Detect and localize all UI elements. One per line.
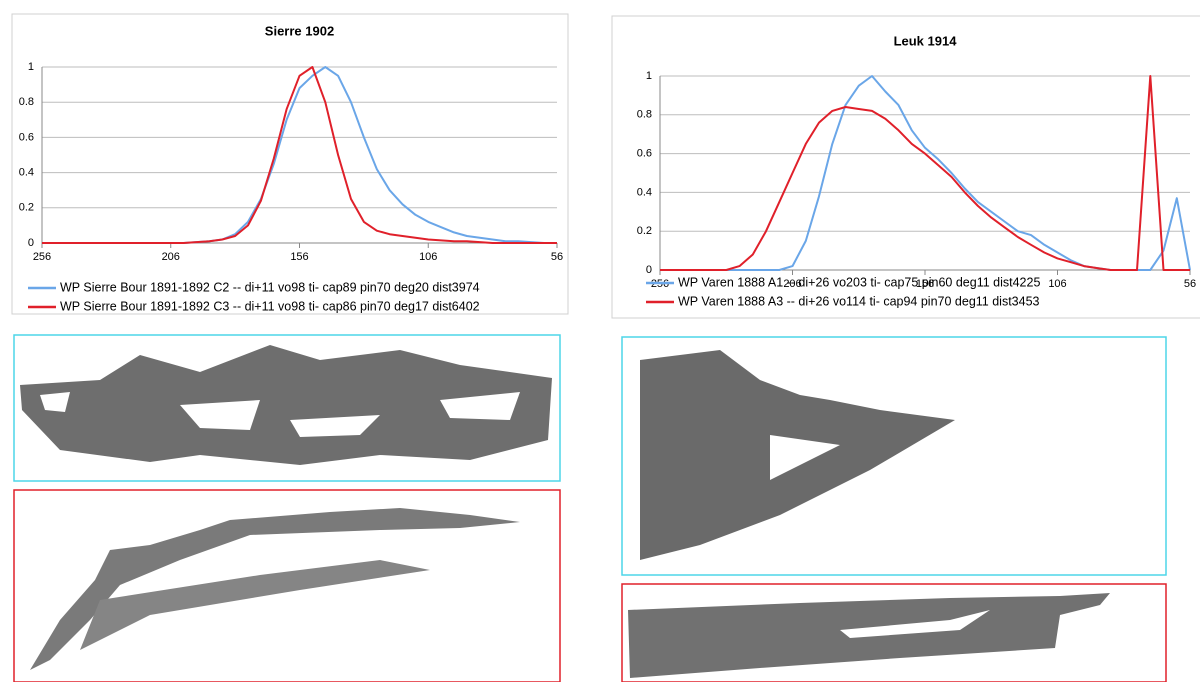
- series-line: [660, 75, 1190, 271]
- x-tick-label: 106: [419, 251, 437, 263]
- legend-label: WP Varen 1888 A1 -- di+26 vo203 ti- cap7…: [678, 275, 1040, 289]
- series-line: [42, 66, 557, 244]
- chart-frame: [611, 15, 1200, 319]
- chart-title: Leuk 1914: [894, 33, 958, 48]
- y-tick-label: 0: [28, 237, 34, 249]
- x-tick-label: 256: [33, 251, 51, 263]
- y-tick-label: 0.8: [19, 96, 34, 108]
- x-tick-label: 56: [1184, 278, 1196, 290]
- sample-image: [621, 336, 1167, 576]
- sample-image: [13, 334, 561, 482]
- x-tick-label: 106: [1048, 278, 1066, 290]
- y-tick-label: 1: [646, 70, 652, 82]
- y-tick-label: 0.8: [637, 109, 652, 121]
- legend-label: WP Varen 1888 A3 -- di+26 vo114 ti- cap9…: [678, 294, 1040, 308]
- x-tick-label: 56: [551, 251, 563, 263]
- y-tick-label: 1: [28, 61, 34, 73]
- y-tick-label: 0.6: [19, 131, 34, 143]
- chart-frame: [11, 13, 569, 315]
- y-tick-label: 0.6: [637, 148, 652, 160]
- x-tick-label: 206: [162, 251, 180, 263]
- x-tick-label: 156: [290, 251, 308, 263]
- sample-image: [13, 489, 561, 682]
- y-tick-label: 0: [646, 264, 652, 276]
- y-tick-label: 0.2: [19, 202, 34, 214]
- x-tick-label: 156: [916, 278, 934, 290]
- legend-label: WP Sierre Bour 1891-1892 C3 -- di+11 vo9…: [60, 299, 480, 313]
- legend-label: WP Sierre Bour 1891-1892 C2 -- di+11 vo9…: [60, 280, 480, 294]
- sample-image: [621, 583, 1167, 682]
- y-tick-label: 0.4: [19, 167, 34, 179]
- chart-title: Sierre 1902: [265, 23, 334, 38]
- y-tick-label: 0.2: [637, 225, 652, 237]
- y-tick-label: 0.4: [637, 186, 652, 198]
- x-tick-label: 206: [783, 278, 801, 290]
